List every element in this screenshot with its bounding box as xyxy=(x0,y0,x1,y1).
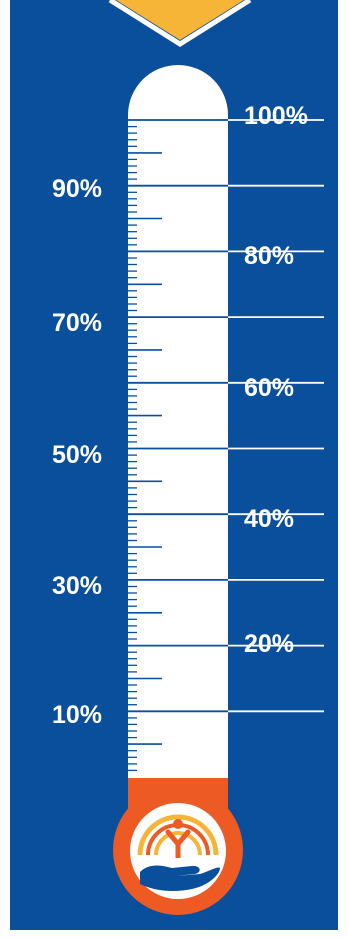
label-30: 30% xyxy=(52,572,102,600)
label-100: 100% xyxy=(244,102,308,130)
label-90: 90% xyxy=(52,175,102,203)
label-50: 50% xyxy=(52,441,102,469)
left-labels: 90% 70% 50% 30% 10% xyxy=(52,175,102,729)
major-tick-lines xyxy=(128,119,324,713)
thermometer-tube xyxy=(128,65,228,780)
tick-marks xyxy=(128,125,162,772)
pointer-outline xyxy=(108,0,252,47)
triangle-pointer-icon xyxy=(116,0,244,40)
label-40: 40% xyxy=(244,505,294,533)
label-10: 10% xyxy=(52,701,102,729)
label-70: 70% xyxy=(52,309,102,337)
label-60: 60% xyxy=(244,374,294,402)
label-80: 80% xyxy=(244,242,294,270)
right-labels: 100% 80% 60% 40% 20% xyxy=(244,102,308,658)
label-20: 20% xyxy=(244,630,294,658)
hand-and-person-logo-icon xyxy=(130,803,226,899)
